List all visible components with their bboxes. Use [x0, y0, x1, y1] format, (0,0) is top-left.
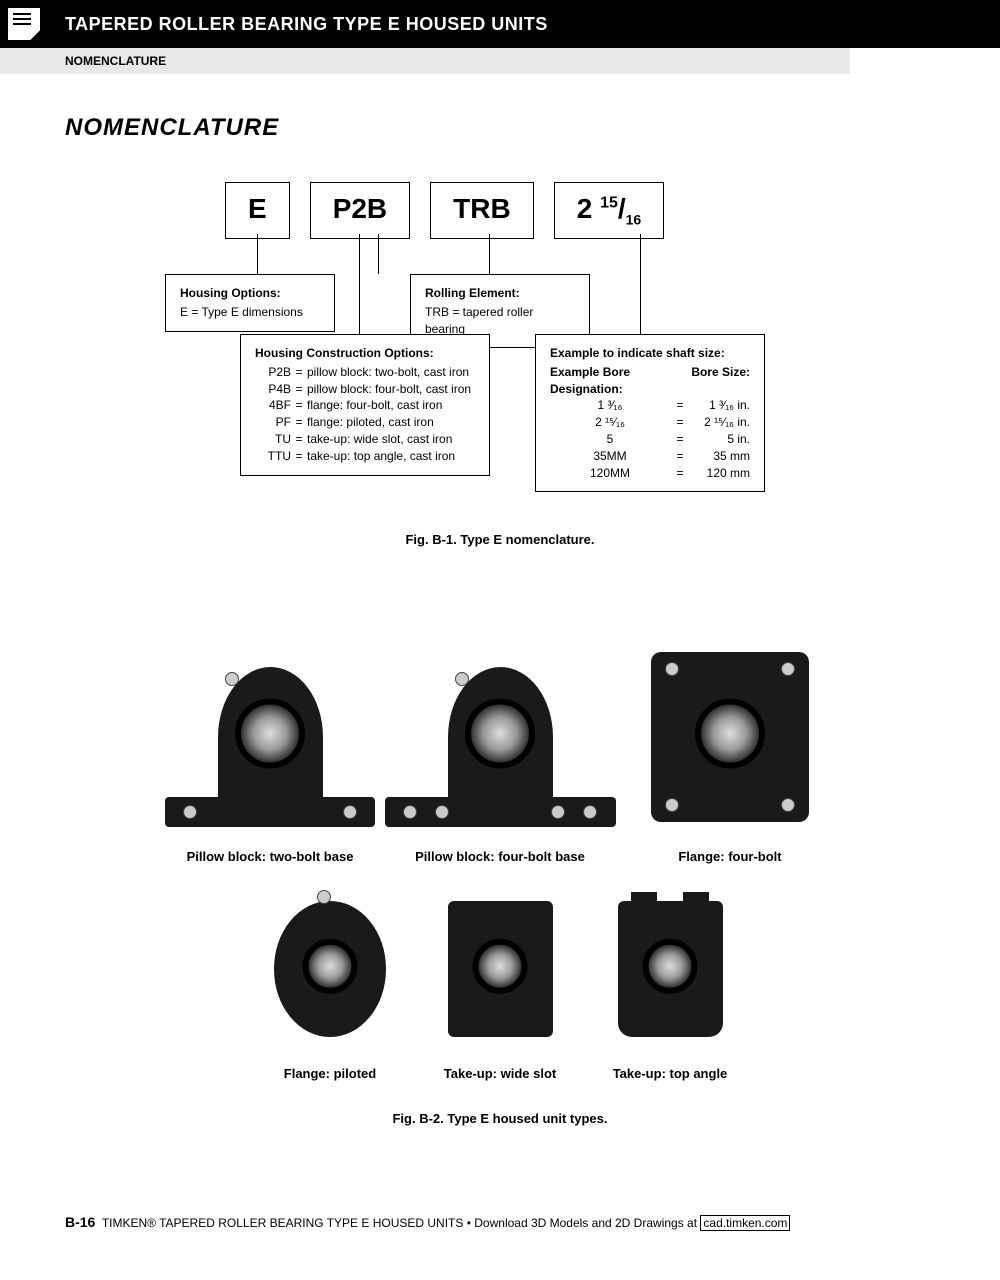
product-pillow-4bolt: Pillow block: four-bolt base — [395, 637, 605, 864]
product-pillow-2bolt: Pillow block: two-bolt base — [165, 637, 375, 864]
code-size: 2 15/16 — [554, 182, 665, 239]
page-footer: B-16 TIMKEN® TAPERED ROLLER BEARING TYPE… — [65, 1214, 935, 1230]
header-subtitle: NOMENCLATURE — [0, 48, 850, 74]
code-p2b: P2B — [310, 182, 410, 239]
page-header: TAPERED ROLLER BEARING TYPE E HOUSED UNI… — [0, 0, 1000, 48]
code-trb: TRB — [430, 182, 534, 239]
fig2-caption: Fig. B-2. Type E housed unit types. — [65, 1111, 935, 1126]
product-flange-4bolt: Flange: four-bolt — [625, 637, 835, 864]
doc-icon — [8, 8, 40, 40]
product-grid: Pillow block: two-bolt base Pillow block… — [65, 637, 935, 1081]
section-title: NOMENCLATURE — [65, 114, 935, 142]
construction-box: Housing Construction Options: P2B=pillow… — [240, 334, 490, 476]
page-number: B-16 — [65, 1214, 95, 1230]
product-takeup-topangle: Take-up: top angle — [595, 884, 745, 1081]
product-takeup-wideslot: Take-up: wide slot — [425, 884, 575, 1081]
footer-link[interactable]: cad.timken.com — [700, 1215, 790, 1231]
shaft-size-box: Example to indicate shaft size: Example … — [535, 334, 765, 492]
nomenclature-diagram: E P2B TRB 2 15/16 Housing Options: E = T… — [165, 182, 935, 512]
housing-options-box: Housing Options: E = Type E dimensions — [165, 274, 335, 332]
header-title: TAPERED ROLLER BEARING TYPE E HOUSED UNI… — [65, 14, 548, 35]
code-e: E — [225, 182, 290, 239]
product-flange-piloted: Flange: piloted — [255, 884, 405, 1081]
fig1-caption: Fig. B-1. Type E nomenclature. — [65, 532, 935, 547]
